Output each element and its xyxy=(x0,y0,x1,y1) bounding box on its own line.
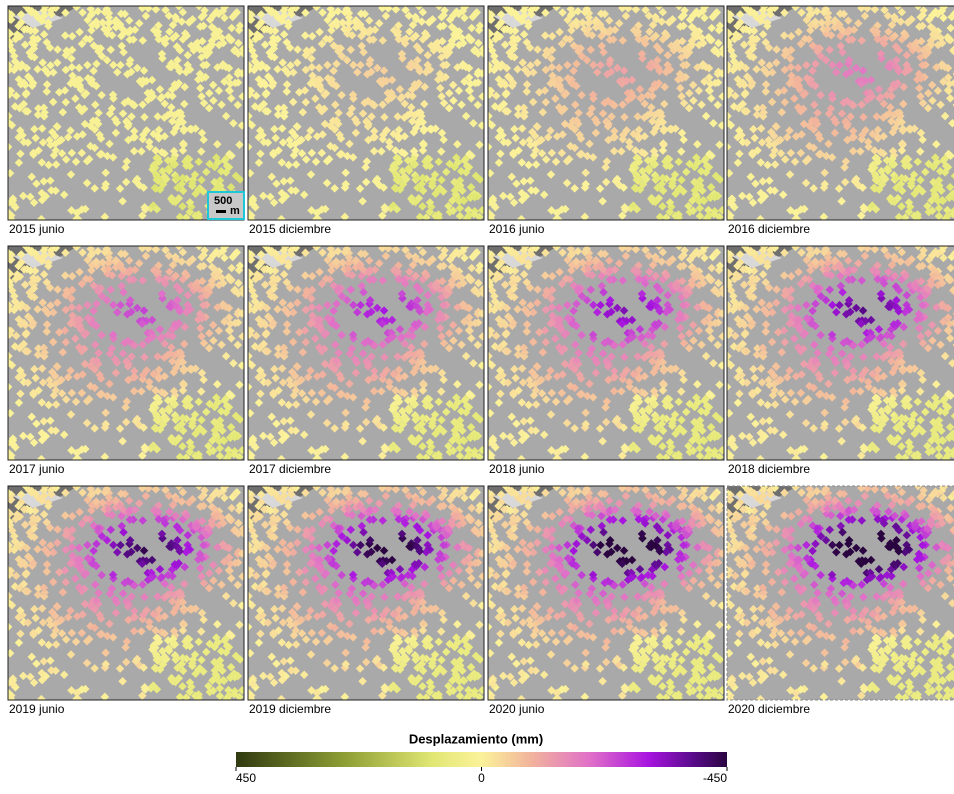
map-image xyxy=(4,2,248,224)
panel-label: 2016 junio xyxy=(489,222,545,236)
map-panel: 2016 diciembre xyxy=(723,2,954,236)
panel-label: 2017 diciembre xyxy=(249,462,331,476)
panel-label: 2017 junio xyxy=(9,462,65,476)
map-image xyxy=(244,2,488,224)
panel-label: 2015 junio xyxy=(9,222,65,236)
panel-label: 2018 junio xyxy=(489,462,545,476)
map-panel: 2018 diciembre xyxy=(723,242,954,476)
map-panel: 2017 junio xyxy=(4,242,248,476)
panel-label: 2015 diciembre xyxy=(249,222,331,236)
map-image xyxy=(4,242,248,464)
figure: 2015 junio 2015 diciembre 2016 junio 2016 d… xyxy=(0,0,954,789)
map-panel: 2016 junio xyxy=(484,2,728,236)
map-image xyxy=(723,242,954,464)
map-image xyxy=(244,242,488,464)
panel-grid: 2015 junio 2015 diciembre 2016 junio 2016 d… xyxy=(4,2,954,716)
map-panel: 2015 diciembre xyxy=(244,2,488,236)
panel-label: 2016 diciembre xyxy=(728,222,810,236)
map-image xyxy=(723,2,954,224)
map-panel: 2018 junio xyxy=(484,242,728,476)
map-image xyxy=(484,242,728,464)
map-panel: 2017 diciembre xyxy=(244,242,488,476)
page: {"panels": [ {"label": "2015 junio"}, {"… xyxy=(0,0,954,789)
map-image xyxy=(484,2,728,224)
